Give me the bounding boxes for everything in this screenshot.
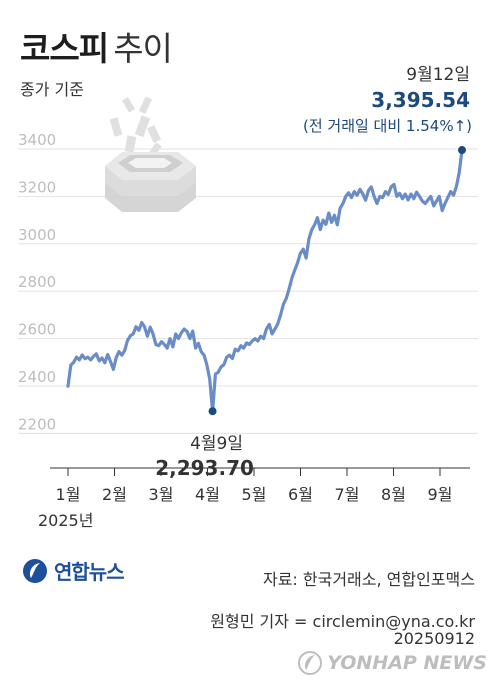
high-point-marker — [458, 146, 466, 155]
title-bold: 코스피 — [20, 29, 109, 68]
source-text: 자료: 한국거래소, 연합인포맥스 — [262, 570, 475, 589]
y-axis-ticks: 2200 2400 2600 2800 3000 3200 3400 — [18, 131, 56, 433]
x-tick-label: 5월 — [242, 485, 267, 504]
pot-icon — [105, 152, 196, 212]
x-tick-label: 9월 — [428, 485, 453, 504]
yonhap-logo: 연합뉴스 — [22, 556, 125, 585]
high-change-label: (전 거래일 대비 1.54%↑) — [303, 117, 472, 135]
yonhap-logo-icon — [23, 558, 47, 583]
x-tick-label: 1월 — [56, 485, 81, 504]
date-code: 20250912 — [393, 629, 475, 648]
watermark-logo-icon — [298, 651, 323, 675]
y-tick-label: 3200 — [18, 178, 56, 196]
y-tick-label: 3400 — [18, 131, 56, 149]
logo-text: 연합뉴스 — [54, 560, 125, 584]
chart-subtitle: 종가 기준 — [20, 80, 84, 99]
low-value-label: 2,293.70 — [155, 456, 254, 480]
steam-icon — [109, 96, 162, 157]
watermark-text: YONHAP NEWS — [327, 652, 487, 674]
high-value-label: 3,395.54 — [371, 88, 470, 112]
x-tick-label: 8월 — [381, 485, 406, 504]
x-tick-label: 6월 — [288, 485, 313, 504]
chart-title: 코스피 추이 — [20, 22, 173, 70]
low-point-marker — [208, 407, 217, 416]
high-date-label: 9월12일 — [406, 65, 470, 85]
x-tick-label: 7월 — [335, 485, 360, 504]
y-tick-label: 2800 — [18, 273, 56, 291]
stock-pot-illustration — [105, 96, 196, 212]
kospi-series-line — [66, 148, 464, 413]
x-tick-label: 2월 — [102, 485, 127, 504]
x-axis-ticks: 1월 2월 3월 4월 5월 6월 7월 8월 9월 2025년 — [38, 468, 452, 530]
x-year-label: 2025년 — [38, 511, 93, 530]
y-tick-label: 2400 — [18, 368, 56, 386]
gridlines — [18, 148, 478, 434]
title-light: 추이 — [113, 29, 173, 68]
low-date-label: 4월9일 — [190, 434, 243, 454]
yonhap-news-watermark: YONHAP NEWS — [297, 650, 487, 676]
annotation-markers — [208, 146, 466, 416]
x-tick-label: 3월 — [149, 485, 174, 504]
y-tick-label: 2600 — [18, 321, 56, 339]
x-tick-label: 4월 — [195, 485, 220, 504]
credit-text: 원형민 기자 = circlemin@yna.co.kr — [210, 612, 475, 631]
y-tick-label: 3000 — [18, 226, 56, 244]
y-tick-label: 2200 — [18, 415, 56, 433]
